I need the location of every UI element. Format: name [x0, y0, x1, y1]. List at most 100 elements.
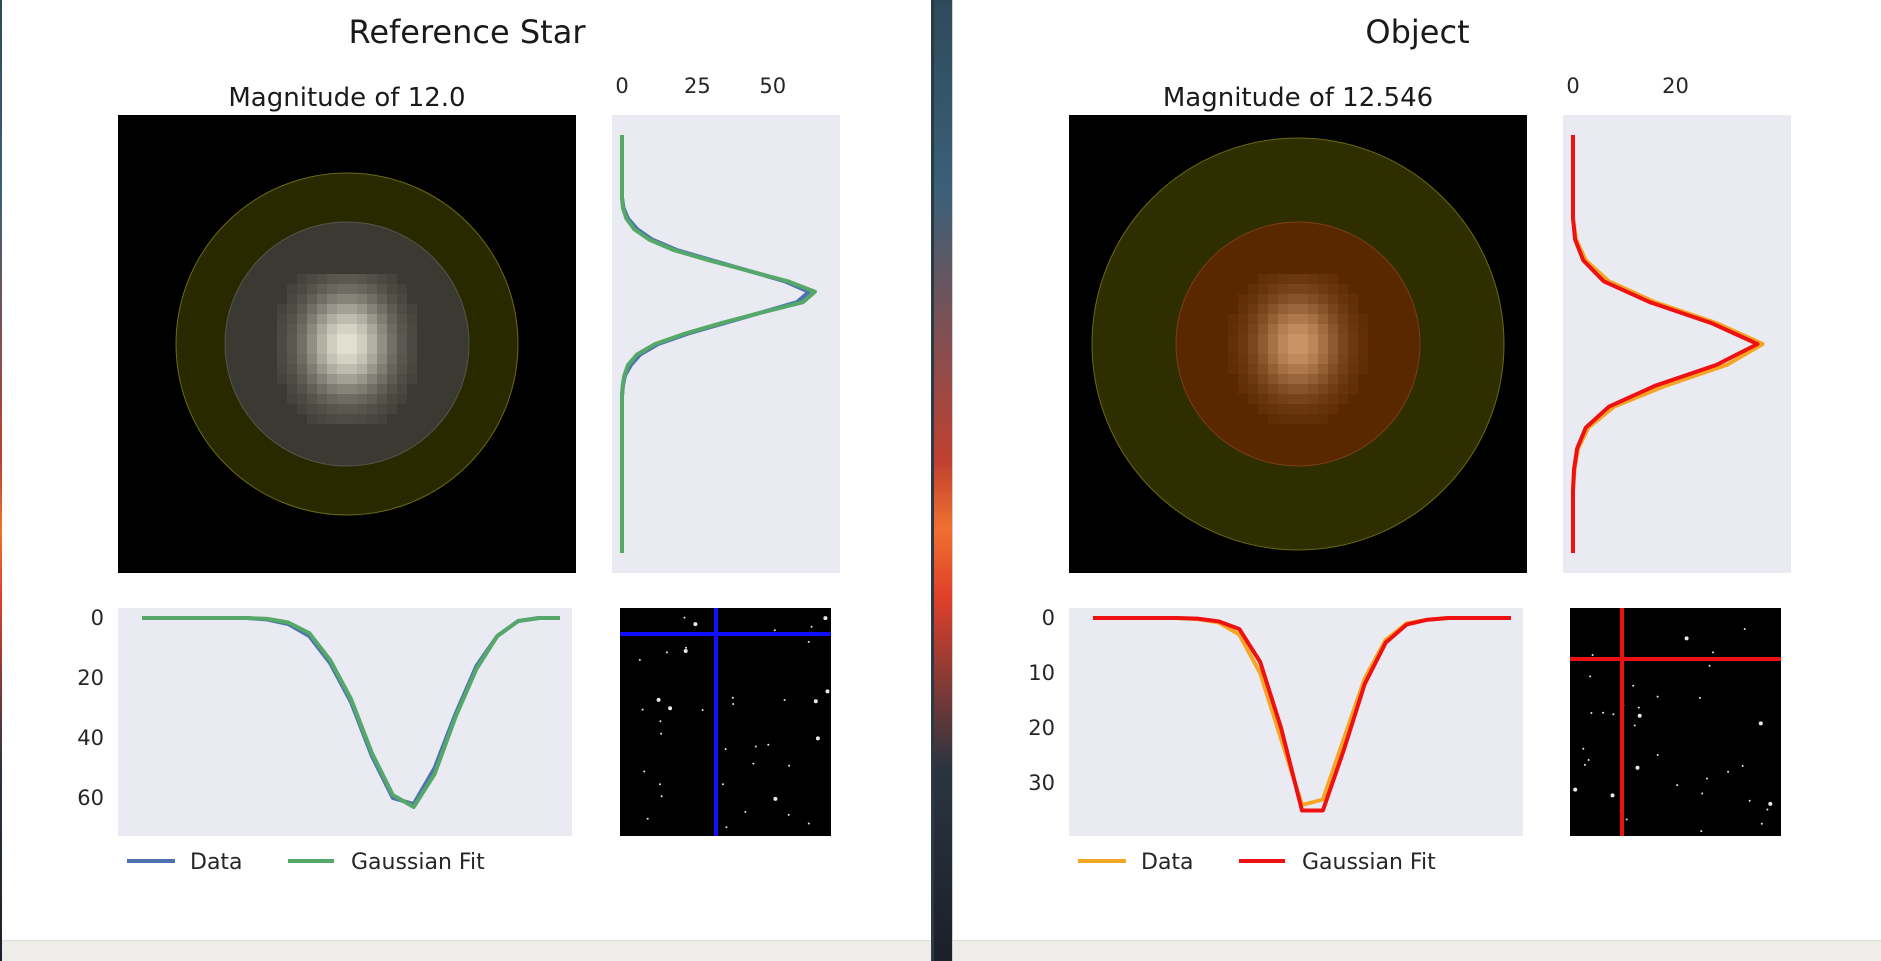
field-star: [783, 699, 786, 701]
star-pixel: [1288, 284, 1298, 294]
star-pixel: [1278, 344, 1288, 354]
field-star: [683, 649, 688, 653]
star-pixel: [287, 364, 297, 374]
y-tick-label: 60: [77, 786, 104, 810]
magnitude-label: Magnitude of 12.546: [1162, 83, 1434, 113]
star-pixel: [1238, 344, 1248, 354]
star-pixel: [1268, 354, 1278, 364]
field-thumbnail[interactable]: [620, 608, 831, 836]
star-pixel: [327, 394, 337, 404]
field-star: [1583, 763, 1586, 766]
star-pixel: [1328, 294, 1338, 304]
star-pixel: [337, 394, 347, 404]
star-pixel: [1278, 374, 1288, 384]
star-pixel: [337, 384, 347, 394]
star-pixel: [1298, 354, 1308, 364]
field-star: [668, 706, 673, 711]
star-pixel: [377, 404, 387, 414]
star-pixel: [347, 334, 357, 344]
y-tick-label: 20: [77, 666, 104, 690]
star-pixel: [1328, 394, 1338, 404]
star-pixel: [287, 294, 297, 304]
star-pixel: [1258, 374, 1268, 384]
star-pixel: [347, 344, 357, 354]
star-pixel: [1278, 314, 1288, 324]
side-profile-plot: 0 25 50: [612, 74, 840, 573]
star-pixel: [307, 334, 317, 344]
star-pixel: [1358, 324, 1368, 334]
field-star: [646, 817, 649, 820]
star-pixel: [277, 354, 287, 364]
star-pixel: [1288, 374, 1298, 384]
legend-data-label: Data: [190, 850, 243, 875]
star-pixel: [377, 304, 387, 314]
side-profile-x-ticks: 0 25 50: [615, 74, 786, 98]
star-pixel: [377, 314, 387, 324]
star-pixel: [357, 344, 367, 354]
star-pixel: [1248, 394, 1258, 404]
field-star: [825, 689, 830, 694]
star-pixel: [307, 314, 317, 324]
field-star: [1656, 754, 1659, 756]
star-pixel: [317, 304, 327, 314]
legend: Data Gaussian Fit: [127, 850, 485, 875]
star-pixel: [1328, 334, 1338, 344]
star-pixel: [307, 354, 317, 364]
star-pixel: [387, 394, 397, 404]
star-pixel: [367, 344, 377, 354]
star-pixel: [1288, 294, 1298, 304]
star-pixel: [397, 374, 407, 384]
star-pixel: [1238, 314, 1248, 324]
star-pixel: [327, 274, 337, 284]
star-pixel: [317, 344, 327, 354]
star-pixel: [1258, 364, 1268, 374]
star-pixel: [1328, 314, 1338, 324]
star-pixel: [327, 404, 337, 414]
star-pixel: [287, 284, 297, 294]
field-star: [1589, 675, 1592, 678]
star-pixel: [1348, 314, 1358, 324]
star-pixel: [1288, 324, 1298, 334]
star-pixel: [1338, 394, 1348, 404]
star-pixel: [1318, 284, 1328, 294]
star-pixel: [397, 284, 407, 294]
star-pixel: [367, 314, 377, 324]
star-pixel: [387, 344, 397, 354]
star-pixel: [1288, 364, 1298, 374]
star-pixel: [1238, 354, 1248, 364]
star-pixel: [1318, 414, 1328, 424]
x-tick-label: 20: [1662, 74, 1689, 98]
star-pixel: [1228, 364, 1238, 374]
star-pixel: [317, 284, 327, 294]
star-pixel: [317, 394, 327, 404]
star-pixel: [1238, 384, 1248, 394]
star-pixel: [1248, 284, 1258, 294]
legend: Data Gaussian Fit: [1078, 850, 1436, 875]
field-star: [1712, 651, 1714, 654]
star-pixel: [307, 324, 317, 334]
field-thumbnail[interactable]: [1570, 608, 1781, 836]
star-pixel: [1298, 324, 1308, 334]
star-pixel: [407, 304, 417, 314]
star-pixel: [1328, 354, 1338, 364]
star-pixel: [307, 274, 317, 284]
star-pixel: [377, 374, 387, 384]
star-pixel: [307, 404, 317, 414]
field-star: [823, 616, 828, 621]
field-star: [773, 629, 776, 632]
x-tick-label: 25: [684, 74, 711, 98]
y-tick-label: 40: [77, 726, 104, 750]
star-pixel: [367, 394, 377, 404]
star-pixel: [317, 364, 327, 374]
star-pixel: [377, 394, 387, 404]
star-pixel: [287, 374, 297, 384]
star-pixel: [327, 414, 337, 424]
field-star: [815, 736, 820, 741]
star-pixel: [377, 414, 387, 424]
star-pixels: [1228, 274, 1368, 424]
field-star: [754, 745, 757, 748]
star-pixel: [1228, 324, 1238, 334]
star-pixel: [1328, 304, 1338, 314]
star-pixel: [347, 294, 357, 304]
star-pixel: [287, 304, 297, 314]
